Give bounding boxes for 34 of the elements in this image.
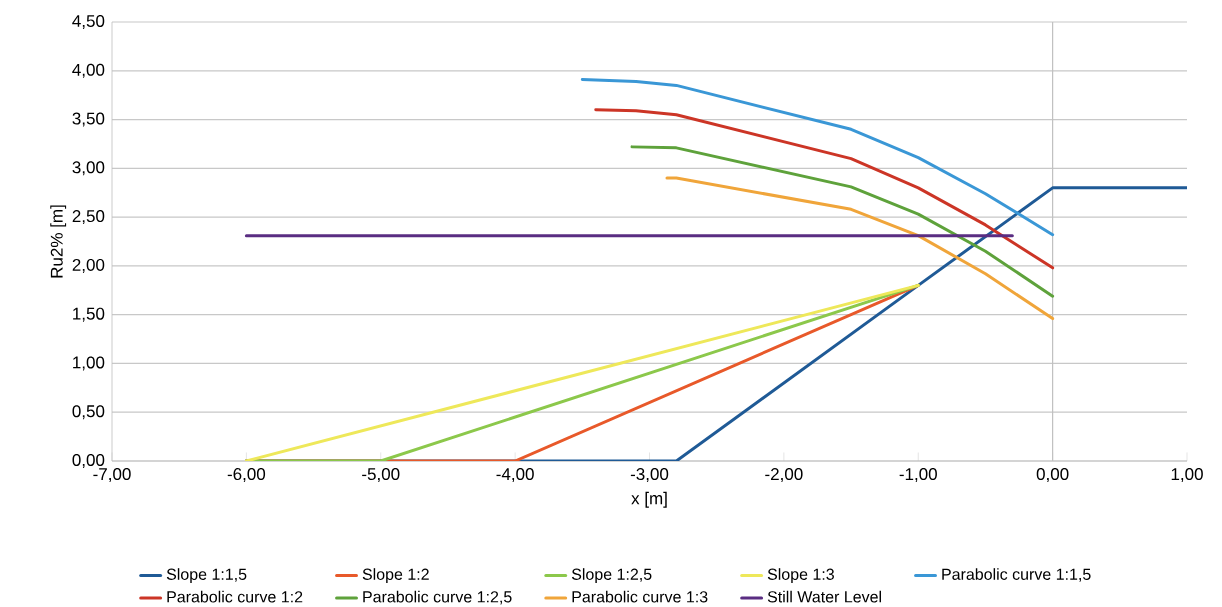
y-tick-label: 3,50: [72, 112, 105, 127]
legend-label: Slope 1:1,5: [166, 568, 247, 584]
line-series: [630, 145, 1055, 298]
x-tick-label: 0,00: [1036, 468, 1069, 483]
y-tick-label: 4,50: [72, 14, 105, 30]
y-tick-label: 1,00: [73, 356, 105, 371]
line-series: [580, 78, 1055, 237]
y-axis-title: Ru2% [m]: [50, 205, 67, 278]
x-tick-label: -5,00: [362, 468, 400, 483]
x-axis-title: x [m]: [631, 491, 667, 508]
x-tick-label: 1,00: [1171, 468, 1203, 483]
legend-label: Parabolic curve 1:3: [572, 590, 708, 603]
y-tick-label: 0,00: [72, 453, 105, 469]
y-tick-label: 1,50: [73, 307, 105, 322]
x-tick-label: -2,00: [765, 468, 803, 483]
y-tick-label: 3,00: [72, 161, 105, 176]
line-series: [665, 176, 1055, 321]
x-tick-label: -4,00: [496, 468, 534, 483]
x-tick-label: -6,00: [227, 468, 266, 483]
y-tick-label: 2,50: [72, 210, 105, 225]
x-tick-label: -1,00: [899, 468, 937, 483]
legend-label: Parabolic curve 1:2: [167, 590, 303, 603]
legend-label: Slope 1:2,5: [571, 568, 652, 584]
x-tick-label: -3,00: [630, 468, 669, 483]
line-series: [594, 108, 1055, 270]
legend-label: Slope 1:3: [767, 568, 834, 584]
legend-label: Still Water Level: [767, 590, 881, 603]
y-tick-label: 4,00: [72, 63, 105, 78]
legend-label: Parabolic curve 1:2,5: [363, 590, 512, 605]
legend-label: Parabolic curve 1:1,5: [942, 568, 1091, 582]
y-tick-label: 2,00: [72, 258, 105, 273]
legend-label: Slope 1:2: [362, 568, 429, 584]
x-tick-label: -7,00: [93, 468, 131, 483]
y-tick-label: 0,50: [72, 405, 105, 420]
